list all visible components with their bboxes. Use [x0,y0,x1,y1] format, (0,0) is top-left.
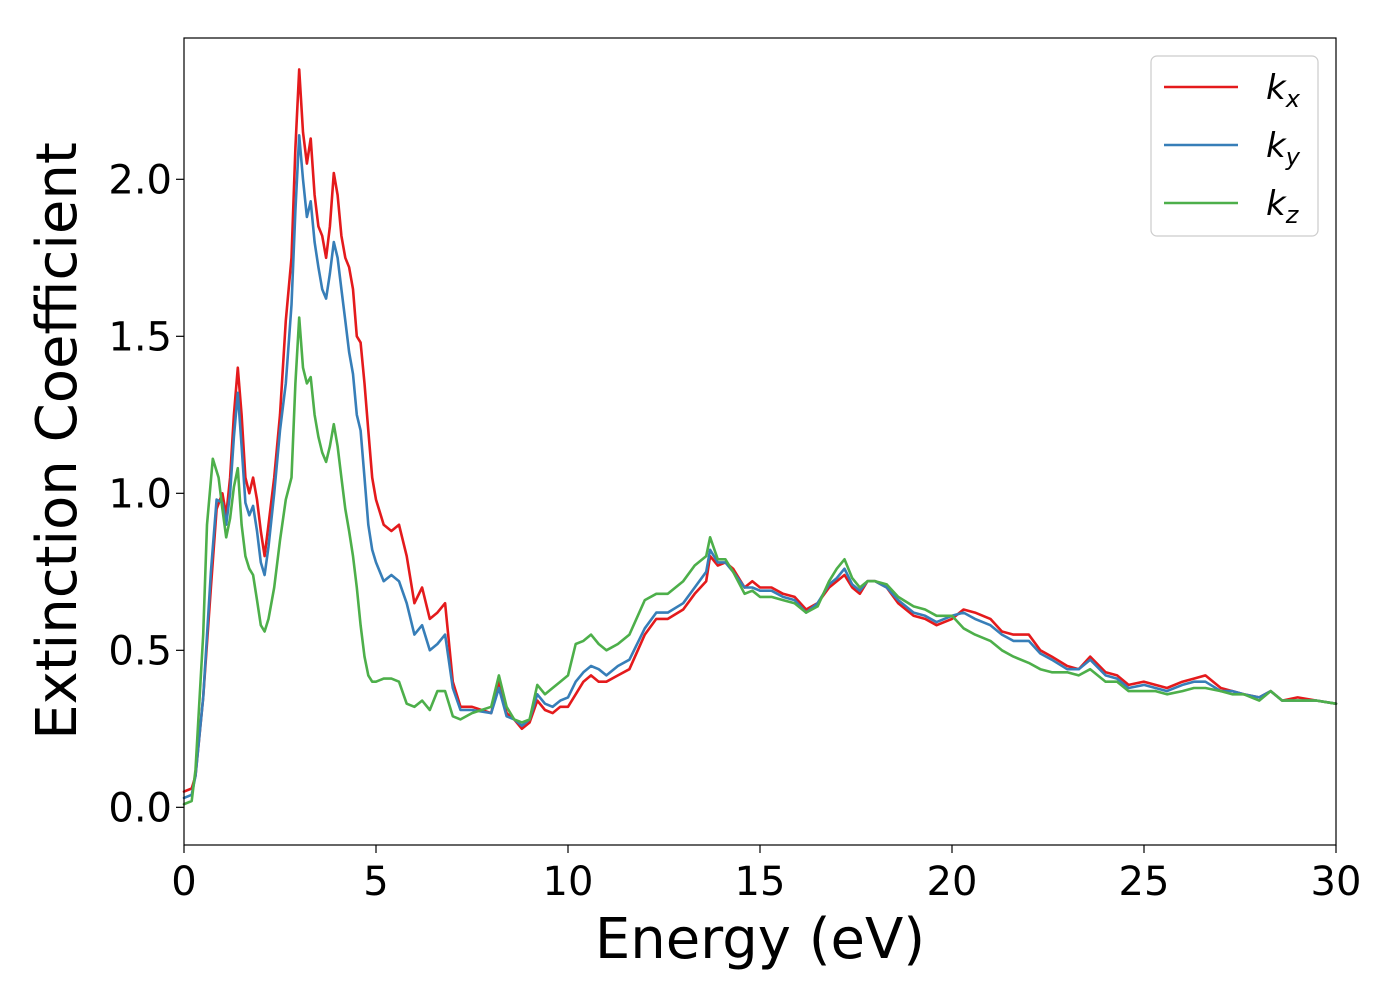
legend-label-sub: z [1285,201,1300,229]
x-tick-label: 25 [1119,859,1170,905]
legend-label-main: k [1266,184,1287,224]
x-tick-label: 10 [543,859,594,905]
legend-label-main: k [1266,68,1287,108]
series-line-kx [182,68,1338,793]
y-tick-label: 0.5 [108,628,172,674]
y-tick-label: 2.0 [108,157,172,203]
legend-label-kz: kz [1266,184,1300,229]
x-tick-label: 30 [1311,859,1362,905]
legend-label-kx: kx [1266,68,1301,113]
x-tick-label: 15 [735,859,786,905]
legend-label-ky: ky [1266,126,1301,171]
series-layer [182,68,1338,806]
x-tick-label: 0 [171,859,196,905]
y-axis-ticks: 0.0 0.5 1.0 1.5 2.0 [108,157,184,831]
y-tick-label: 1.5 [108,314,172,360]
x-tick-label: 5 [363,859,388,905]
x-tick-label: 20 [927,859,978,905]
legend-label-sub: y [1285,143,1301,171]
legend-label-sub: x [1285,85,1301,113]
x-axis-ticks: 0 5 10 15 20 25 30 [171,845,1361,905]
y-axis-label: Extinction Coefficient [25,142,90,740]
series-line-kz [182,316,1338,806]
y-tick-label: 0.0 [108,785,172,831]
legend-label-main: k [1266,126,1287,166]
series-line-ky [182,134,1338,800]
x-axis-label: Energy (eV) [595,907,925,972]
y-tick-label: 1.0 [108,471,172,517]
